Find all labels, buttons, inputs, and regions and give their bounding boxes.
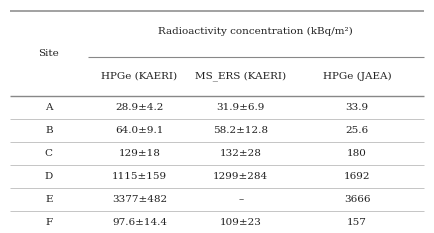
Text: 1115±159: 1115±159 bbox=[112, 172, 167, 181]
Text: 97.6±14.4: 97.6±14.4 bbox=[112, 218, 167, 227]
Text: 3377±482: 3377±482 bbox=[112, 195, 167, 204]
Text: D: D bbox=[45, 172, 53, 181]
Text: 132±28: 132±28 bbox=[220, 149, 262, 158]
Text: MS_ERS (KAERI): MS_ERS (KAERI) bbox=[195, 71, 286, 81]
Text: Radioactivity concentration (kBq/m²): Radioactivity concentration (kBq/m²) bbox=[158, 27, 353, 36]
Text: 31.9±6.9: 31.9±6.9 bbox=[217, 103, 265, 112]
Text: F: F bbox=[45, 218, 53, 227]
Text: 157: 157 bbox=[347, 218, 367, 227]
Text: 25.6: 25.6 bbox=[345, 126, 369, 135]
Text: 109±23: 109±23 bbox=[220, 218, 262, 227]
Text: C: C bbox=[45, 149, 53, 158]
Text: Site: Site bbox=[39, 49, 59, 58]
Text: 1692: 1692 bbox=[344, 172, 370, 181]
Text: B: B bbox=[45, 126, 53, 135]
Text: 180: 180 bbox=[347, 149, 367, 158]
Text: 33.9: 33.9 bbox=[345, 103, 369, 112]
Text: 1299±284: 1299±284 bbox=[213, 172, 268, 181]
Text: 129±18: 129±18 bbox=[118, 149, 160, 158]
Text: A: A bbox=[45, 103, 53, 112]
Text: E: E bbox=[45, 195, 53, 204]
Text: 28.9±4.2: 28.9±4.2 bbox=[115, 103, 164, 112]
Text: 64.0±9.1: 64.0±9.1 bbox=[115, 126, 164, 135]
Text: –: – bbox=[238, 195, 243, 204]
Text: 58.2±12.8: 58.2±12.8 bbox=[213, 126, 268, 135]
Text: 3666: 3666 bbox=[344, 195, 370, 204]
Text: HPGe (JAEA): HPGe (JAEA) bbox=[323, 72, 391, 81]
Text: HPGe (KAERI): HPGe (KAERI) bbox=[101, 72, 178, 81]
